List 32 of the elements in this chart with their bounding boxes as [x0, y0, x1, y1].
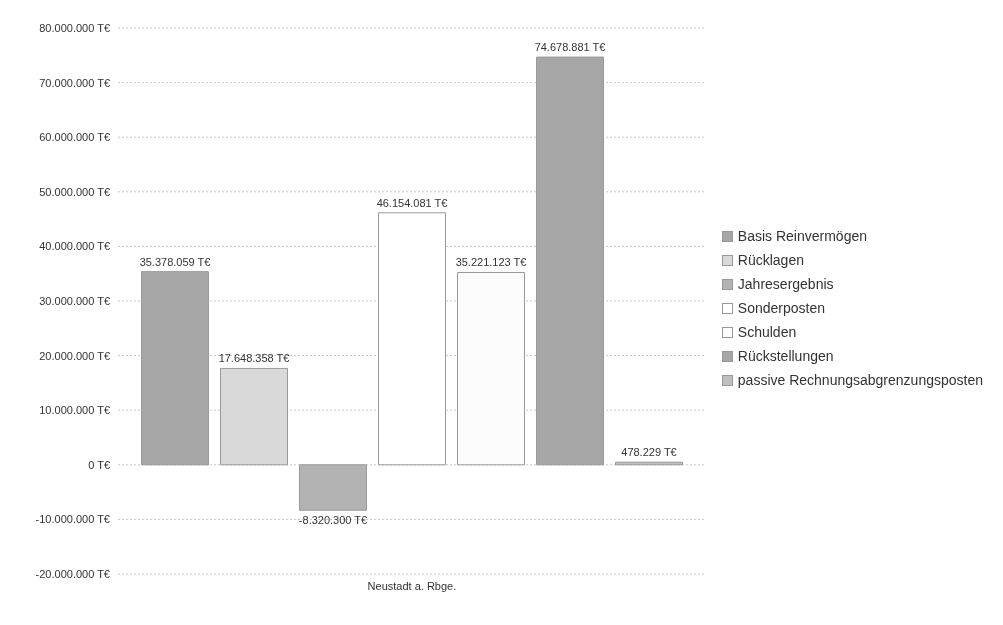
- bar: [378, 212, 447, 466]
- y-tick-label: 10.000.000 T€: [39, 404, 110, 417]
- y-tick-label: 0 T€: [88, 458, 110, 471]
- legend-label: Basis Reinvermögen: [737, 228, 867, 244]
- bar: [220, 367, 289, 466]
- legend-label: passive Rechnungsabgrenzungsposten: [737, 372, 983, 388]
- bar: [299, 464, 368, 511]
- bar: [457, 271, 526, 466]
- bar: [141, 271, 210, 466]
- bar: [536, 56, 605, 466]
- data-label: 17.648.358 T€: [218, 352, 290, 365]
- data-label: 35.378.059 T€: [139, 255, 211, 268]
- data-label: -8.320.300 T€: [298, 514, 368, 527]
- data-label: 35.221.123 T€: [455, 256, 527, 269]
- legend-label: Sonderposten: [737, 300, 826, 316]
- y-tick-label: 80.000.000 T€: [39, 21, 110, 34]
- data-label: 478.229 T€: [621, 446, 677, 459]
- y-tick-label: -20.000.000 T€: [35, 567, 110, 580]
- y-tick-label: 70.000.000 T€: [39, 76, 110, 89]
- y-tick-label: 60.000.000 T€: [39, 131, 110, 144]
- legend-label: Schulden: [737, 324, 797, 340]
- legend-label: Rückstellungen: [737, 348, 834, 364]
- y-tick-label: -10.000.000 T€: [35, 513, 110, 526]
- data-label: 46.154.081 T€: [376, 196, 448, 209]
- y-tick-label: 30.000.000 T€: [39, 294, 110, 307]
- y-tick-label: 20.000.000 T€: [39, 349, 110, 362]
- legend-label: Jahresergebnis: [737, 276, 834, 292]
- data-label: 74.678.881 T€: [534, 41, 606, 54]
- y-tick-label: 40.000.000 T€: [39, 240, 110, 253]
- x-tick-label: Neustadt a. Rbge.: [367, 579, 457, 592]
- legend-label: Rücklagen: [737, 252, 804, 268]
- y-tick-label: 50.000.000 T€: [39, 185, 110, 198]
